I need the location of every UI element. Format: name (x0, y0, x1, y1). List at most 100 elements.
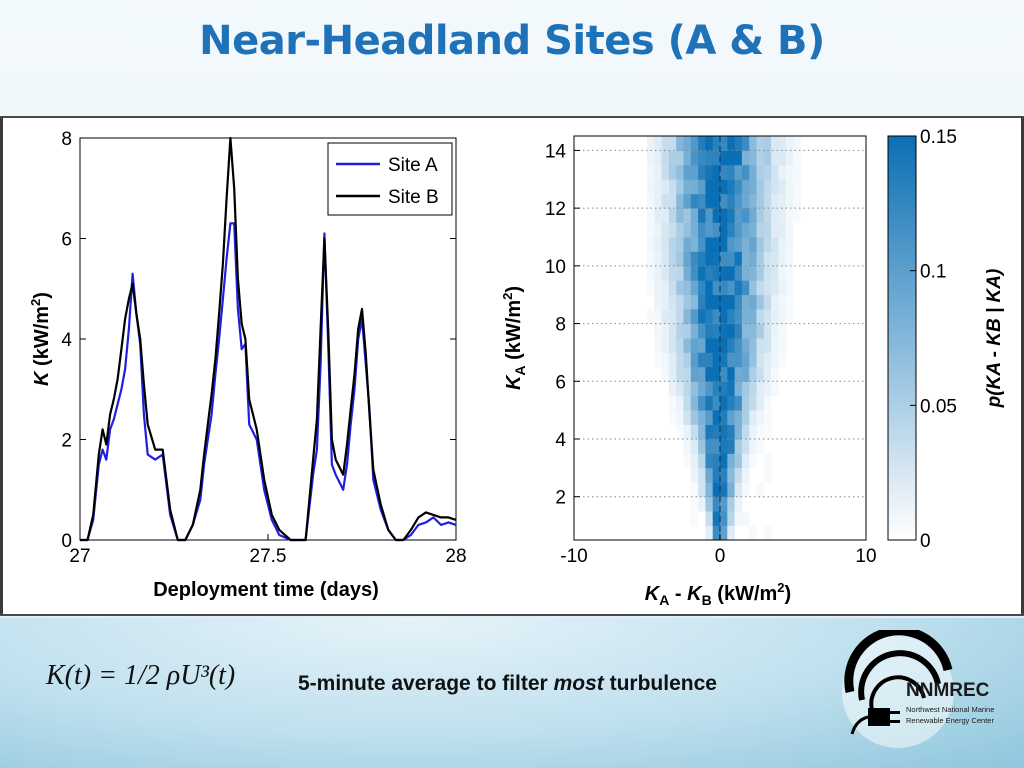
heatmap-cell (676, 150, 684, 166)
heatmap-cell (712, 410, 721, 425)
heatmap-cell (720, 381, 728, 397)
legend-label-site-a: Site A (388, 155, 438, 176)
heatmap-cell (727, 453, 735, 469)
heatmap-cell (734, 366, 743, 382)
heatmap-cell (734, 482, 743, 498)
heatmap-cell (647, 136, 655, 151)
heatmap-cell (668, 280, 677, 296)
heatmap-cell (654, 294, 662, 310)
heatmap-cell (727, 193, 735, 209)
heatmap-cell (654, 193, 662, 209)
heatmap-cell (690, 338, 699, 353)
heatmap-cell (756, 222, 765, 238)
heatmap-cell (785, 150, 794, 166)
heatmap-cell (668, 265, 677, 281)
heatmap-cell (734, 251, 743, 267)
heatmap-cell (690, 309, 699, 324)
heatmap-cell (734, 164, 743, 180)
heatmap-cell (668, 352, 677, 368)
heatmap-cell (749, 164, 757, 180)
heatmap-cell (712, 439, 721, 454)
heatmap-cell (720, 482, 728, 498)
heatmap-cell (771, 265, 779, 281)
heatmap-cell (778, 309, 787, 324)
heatmap-cell (749, 453, 757, 469)
heatmap-cell (654, 309, 662, 324)
heatmap-cell (778, 193, 787, 209)
heatmap-cell (763, 381, 772, 397)
heatmap-cell (771, 193, 779, 209)
heatmap-cell (756, 482, 765, 498)
colorbar-tick-label: 0 (920, 531, 931, 552)
heatmap-cell (785, 179, 794, 195)
heatmap-cell (771, 352, 779, 368)
heatmap-cell (734, 352, 743, 368)
heatmap-cell (734, 338, 743, 353)
heatmap-cell (712, 366, 721, 382)
heatmap-cell (690, 352, 699, 368)
heatmap-cell (683, 164, 692, 180)
heatmap-cell (727, 265, 735, 281)
heatmap-cell (778, 208, 787, 223)
heatmap-cell (647, 193, 655, 209)
heatmap-cell (749, 265, 757, 281)
heatmap-cell (778, 294, 787, 310)
heatmap-cell (749, 136, 757, 151)
heatmap-cell (661, 222, 670, 238)
heatmap-cell (771, 338, 779, 353)
heatmap-cell (727, 366, 735, 382)
heatmap-cell (698, 222, 706, 238)
heatmap-cell (756, 265, 765, 281)
heatmap-cell (676, 237, 684, 252)
heatmap-cell (720, 280, 728, 296)
heatmap-cell (720, 193, 728, 209)
heatmap-cell (749, 150, 757, 166)
heatmap-cell (734, 439, 743, 454)
heatmap-cell (771, 237, 779, 252)
heatmap-cell (661, 280, 670, 296)
heatmap-cell (749, 251, 757, 267)
heatmap-cell (734, 453, 743, 469)
heatmap-cell (683, 381, 692, 397)
heatmap-cell (734, 511, 743, 526)
heatmap-cell (727, 150, 735, 166)
heatmap-cell (654, 265, 662, 281)
heatmap-cell (698, 366, 706, 382)
heatmap-cell (705, 453, 714, 469)
heatmap-cell (712, 525, 721, 541)
heatmap-cell (690, 395, 699, 411)
heatmap-cell (734, 496, 743, 512)
heatmap-cell (705, 424, 714, 440)
heatmap-cell (720, 352, 728, 368)
heatmap-cell (647, 309, 655, 324)
heatmap-cell (727, 237, 735, 252)
heatmap-cell (690, 410, 699, 425)
heatmap-cell (705, 265, 714, 281)
heatmap-cell (690, 453, 699, 469)
heatmap-cell (698, 482, 706, 498)
heatmap-cell (734, 395, 743, 411)
heatmap-cell (756, 164, 765, 180)
heatmap-cell (690, 366, 699, 382)
y-tick-label: 14 (545, 141, 567, 162)
heatmap-cell (690, 193, 699, 209)
heatmap-cell (647, 164, 655, 180)
heatmap-cell (676, 136, 684, 151)
slide-title: Near-Headland Sites (A & B) (199, 18, 825, 64)
heatmap-cell (785, 208, 794, 223)
heatmap-cell (749, 395, 757, 411)
legend-label-site-b: Site B (388, 187, 439, 208)
heatmap-cell (741, 453, 750, 469)
heatmap-cell (698, 251, 706, 267)
heatmap-cell (712, 251, 721, 267)
heatmap-cell (661, 265, 670, 281)
heatmap-cell (741, 193, 750, 209)
heatmap-cell (661, 352, 670, 368)
x-tick-label: -10 (560, 546, 587, 567)
heatmap-cell (720, 251, 728, 267)
heatmap-cell (763, 366, 772, 382)
heatmap-cell (793, 136, 801, 151)
heatmap-cell (727, 496, 735, 512)
heatmap-cell (683, 410, 692, 425)
heatmap-cell (763, 280, 772, 296)
